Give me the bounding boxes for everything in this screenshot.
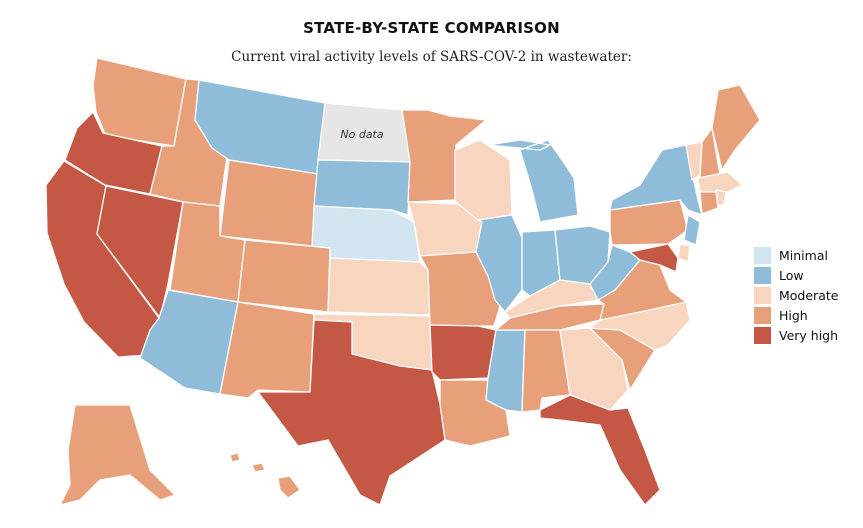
legend-label: High bbox=[779, 307, 808, 323]
legend-label: Low bbox=[779, 267, 804, 283]
state-MN[interactable] bbox=[401, 109, 487, 203]
legend-item: Low bbox=[754, 265, 838, 285]
state-RI[interactable] bbox=[715, 189, 727, 207]
state-SD[interactable] bbox=[313, 159, 411, 216]
state-MI[interactable] bbox=[487, 139, 579, 223]
map-title: STATE-BY-STATE COMPARISON bbox=[303, 19, 560, 37]
state-WY[interactable] bbox=[219, 159, 319, 247]
legend-swatch bbox=[754, 266, 771, 284]
legend-label: Very high bbox=[779, 327, 839, 343]
legend: Minimal Low Moderate High Very high bbox=[754, 245, 838, 345]
state-MA[interactable] bbox=[697, 171, 743, 195]
no-data-label: No data bbox=[340, 128, 383, 141]
state-WI[interactable] bbox=[454, 139, 513, 221]
state-FL[interactable] bbox=[539, 394, 661, 506]
state-MD[interactable] bbox=[629, 243, 679, 273]
map-subtitle: Current viral activity levels of SARS-CO… bbox=[231, 49, 632, 65]
state-AK[interactable] bbox=[59, 404, 176, 506]
legend-swatch bbox=[754, 286, 771, 304]
state-CO[interactable] bbox=[237, 239, 331, 313]
state-WA[interactable] bbox=[92, 57, 187, 147]
legend-item: Minimal bbox=[754, 245, 838, 265]
state-TX[interactable] bbox=[257, 319, 446, 506]
legend-swatch bbox=[754, 246, 771, 264]
legend-label: Minimal bbox=[779, 247, 828, 263]
legend-swatch bbox=[754, 326, 771, 344]
legend-label: Moderate bbox=[779, 287, 839, 303]
state-NY[interactable] bbox=[609, 144, 703, 216]
state-ME[interactable] bbox=[711, 84, 761, 171]
state-AR[interactable] bbox=[429, 324, 497, 381]
legend-item: High bbox=[754, 305, 838, 325]
legend-item: Moderate bbox=[754, 285, 838, 305]
state-NJ[interactable] bbox=[683, 214, 701, 246]
state-IL[interactable] bbox=[475, 214, 523, 313]
state-CT[interactable] bbox=[699, 191, 719, 215]
legend-item: Very high bbox=[754, 325, 838, 345]
state-KS[interactable] bbox=[327, 257, 431, 316]
state-HI[interactable] bbox=[229, 452, 301, 499]
state-DE[interactable] bbox=[677, 243, 691, 263]
legend-swatch bbox=[754, 306, 771, 324]
